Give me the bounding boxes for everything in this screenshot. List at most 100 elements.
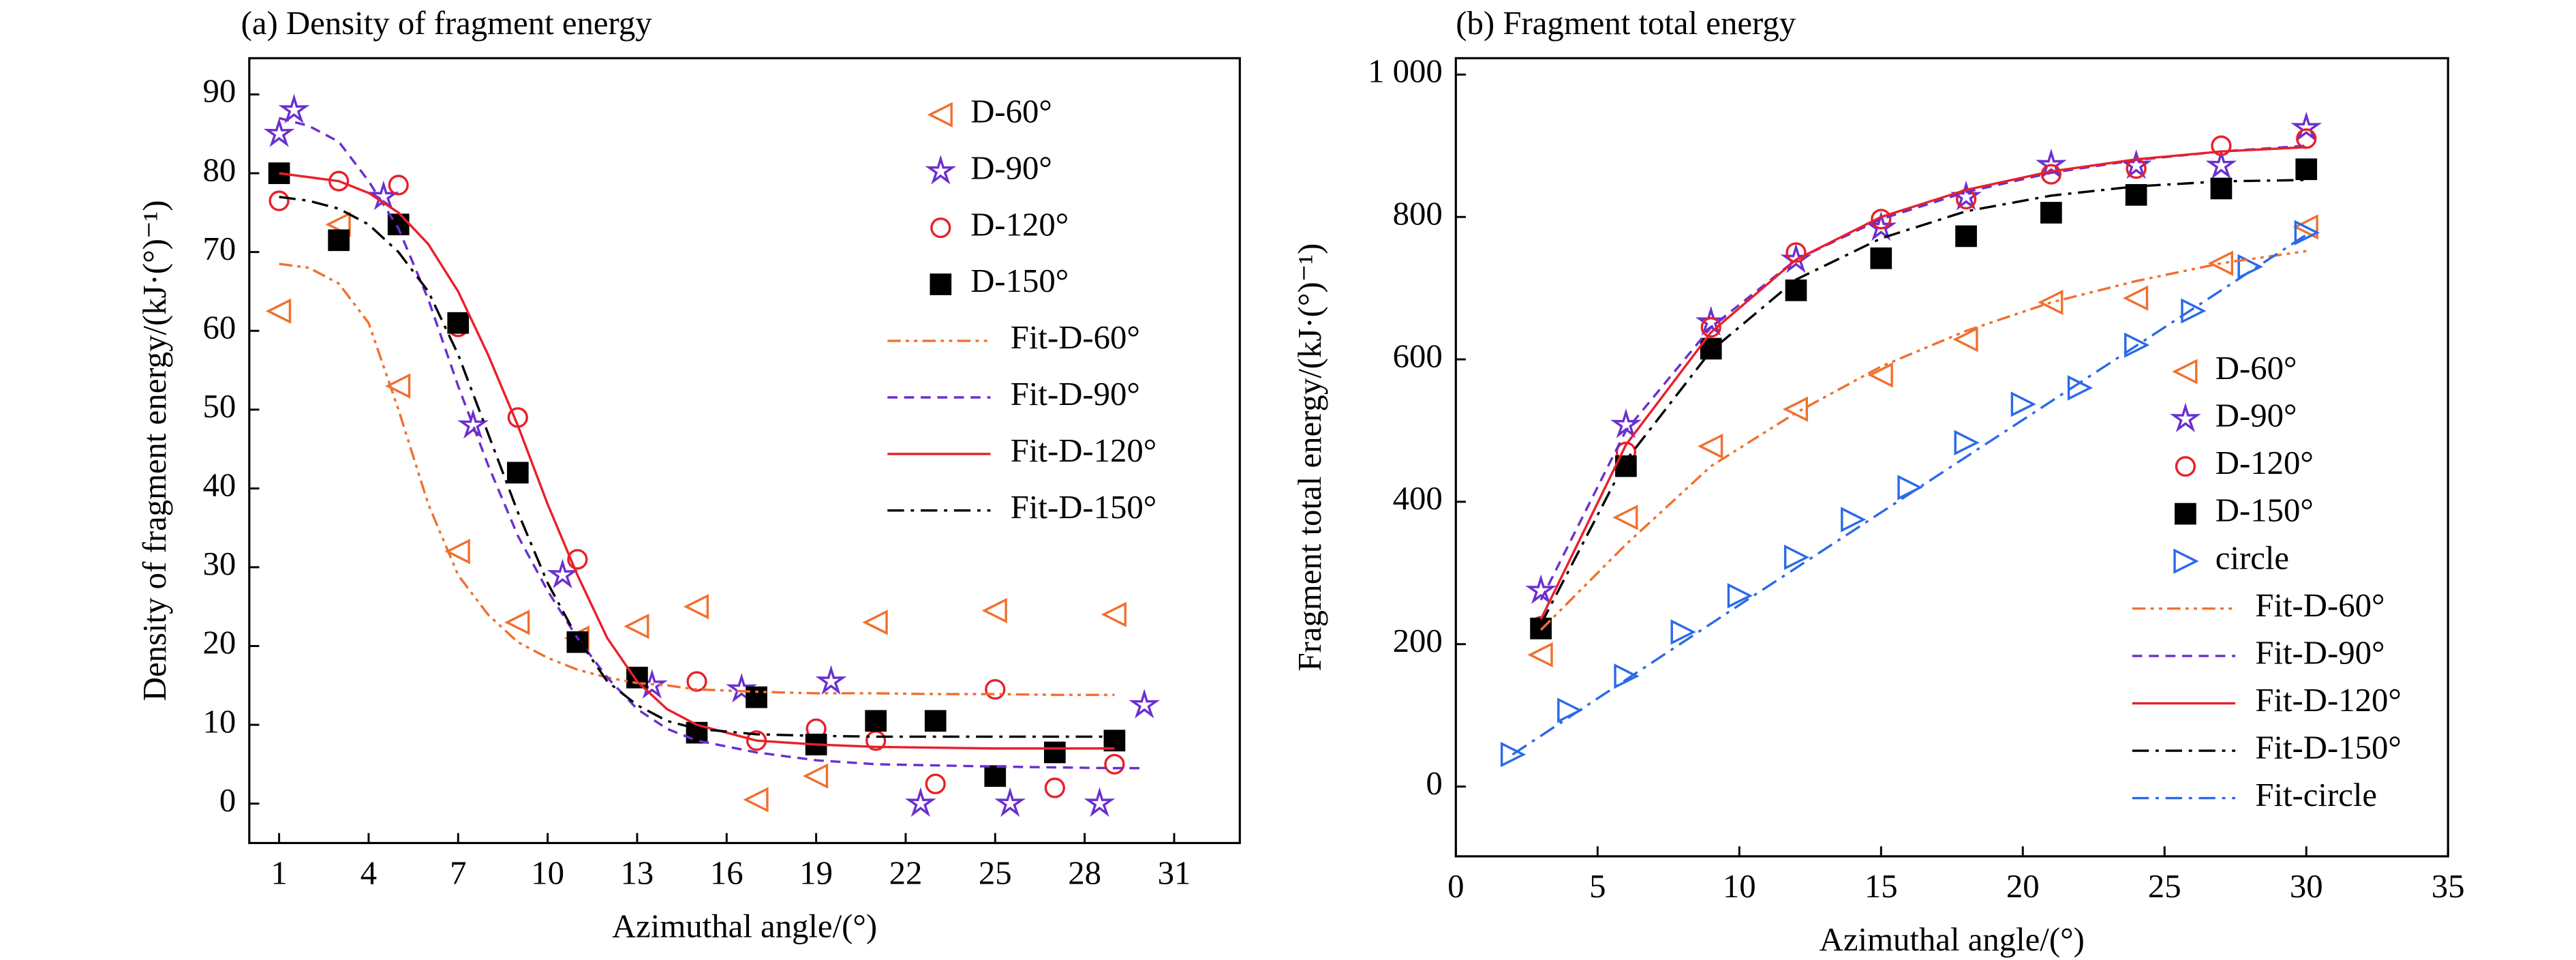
legend-marker [2175,455,2196,477]
marker [1500,742,1527,768]
marker [2125,184,2147,206]
fit-line [1512,233,2307,756]
x-tick-label: 4 [361,854,377,891]
x-tick-label: 13 [621,854,654,891]
marker [2010,391,2036,417]
marker [2124,332,2150,358]
y-tick-label: 0 [219,782,236,819]
marker [269,190,290,211]
x-tick-label: 31 [1158,854,1191,891]
marker [1700,316,1721,338]
legend-marker [2175,502,2196,525]
marker [1782,396,1809,422]
x-tick-label: 22 [889,854,923,891]
legend-marker [930,217,951,239]
y-tick-label: 200 [1393,622,1443,659]
marker [2211,135,2232,156]
x-tick-label: 15 [1865,868,1898,905]
marker [925,773,946,794]
y-tick-label: 70 [203,230,236,267]
marker [1954,430,1980,455]
fit-line [279,262,1115,696]
marker [263,117,295,147]
legend-marker [2169,402,2201,433]
y-tick-label: 1 000 [1368,53,1443,90]
marker [2205,149,2237,179]
y-tick-label: 400 [1393,480,1443,517]
marker [328,170,350,192]
marker [994,787,1026,817]
marker [567,549,588,570]
marker [904,787,936,817]
marker [2181,298,2207,324]
marker [1129,689,1161,719]
y-tick-label: 50 [203,388,236,425]
marker [1955,225,1977,247]
marker [2040,202,2062,224]
marker [388,175,409,196]
y-tick-label: 800 [1393,195,1443,232]
marker [815,665,847,695]
marker [444,539,470,565]
legend-label: Fit-D-120° [2255,682,2402,719]
legend-label: D-150° [970,262,1069,299]
marker [862,610,888,635]
marker [2120,149,2152,179]
y-tick-label: 60 [203,309,236,346]
marker [2294,220,2320,245]
x-axis-label: Azimuthal angle/(°) [1820,921,2085,958]
marker [1084,787,1116,817]
x-tick-label: 25 [979,854,1012,891]
marker [1867,362,1893,388]
marker [385,373,411,399]
legend-label: Fit-D-90° [2255,634,2385,671]
marker [1043,741,1066,764]
fit-line [1539,250,2307,631]
x-tick-label: 10 [531,854,564,891]
legend-label: D-120° [2215,445,2314,481]
marker [265,298,292,324]
marker [1698,433,1723,460]
legend-marker [930,273,952,295]
marker [457,408,489,439]
marker [624,614,649,640]
chart-title: (a) Density of fragment energy [241,5,653,42]
x-tick-label: 20 [2006,868,2040,905]
marker [2035,148,2067,179]
x-axis-label: Azimuthal angle/(°) [612,907,877,944]
marker [504,610,530,635]
marker [924,710,947,732]
legend-label: circle [2215,539,2289,576]
x-tick-label: 16 [710,854,743,891]
legend-label: D-90° [2215,397,2297,434]
marker [686,671,707,692]
legend-label: Fit-D-60° [2255,587,2385,624]
legend-marker [2173,548,2199,574]
marker [2038,289,2064,316]
marker [1871,209,1892,230]
marker [2293,214,2318,240]
marker [278,93,310,124]
legend-label: Fit-circle [2255,777,2377,813]
marker [1870,247,1892,269]
legend-label: Fit-D-150° [2255,729,2402,766]
x-tick-label: 0 [1447,868,1464,905]
fit-line [1539,146,2307,620]
chart-title: (b) Fragment total energy [1456,5,1796,42]
plot-frame [1454,57,2449,858]
marker [1614,663,1640,689]
marker [547,558,579,588]
y-tick-label: 40 [203,467,236,504]
legend-marker [2172,359,2198,385]
legend-label: Fit-D-150° [1011,489,1157,526]
marker [802,763,829,789]
marker [1101,601,1126,627]
marker [506,462,529,484]
fit-line [279,117,1145,770]
marker [683,594,709,620]
marker [1783,544,1810,570]
marker [447,312,470,334]
legend-label: Fit-D-120° [1011,432,1157,469]
y-axis-label: Density of fragment energy/(kJ·(°)⁻¹) [136,200,173,702]
x-tick-label: 28 [1068,854,1101,891]
